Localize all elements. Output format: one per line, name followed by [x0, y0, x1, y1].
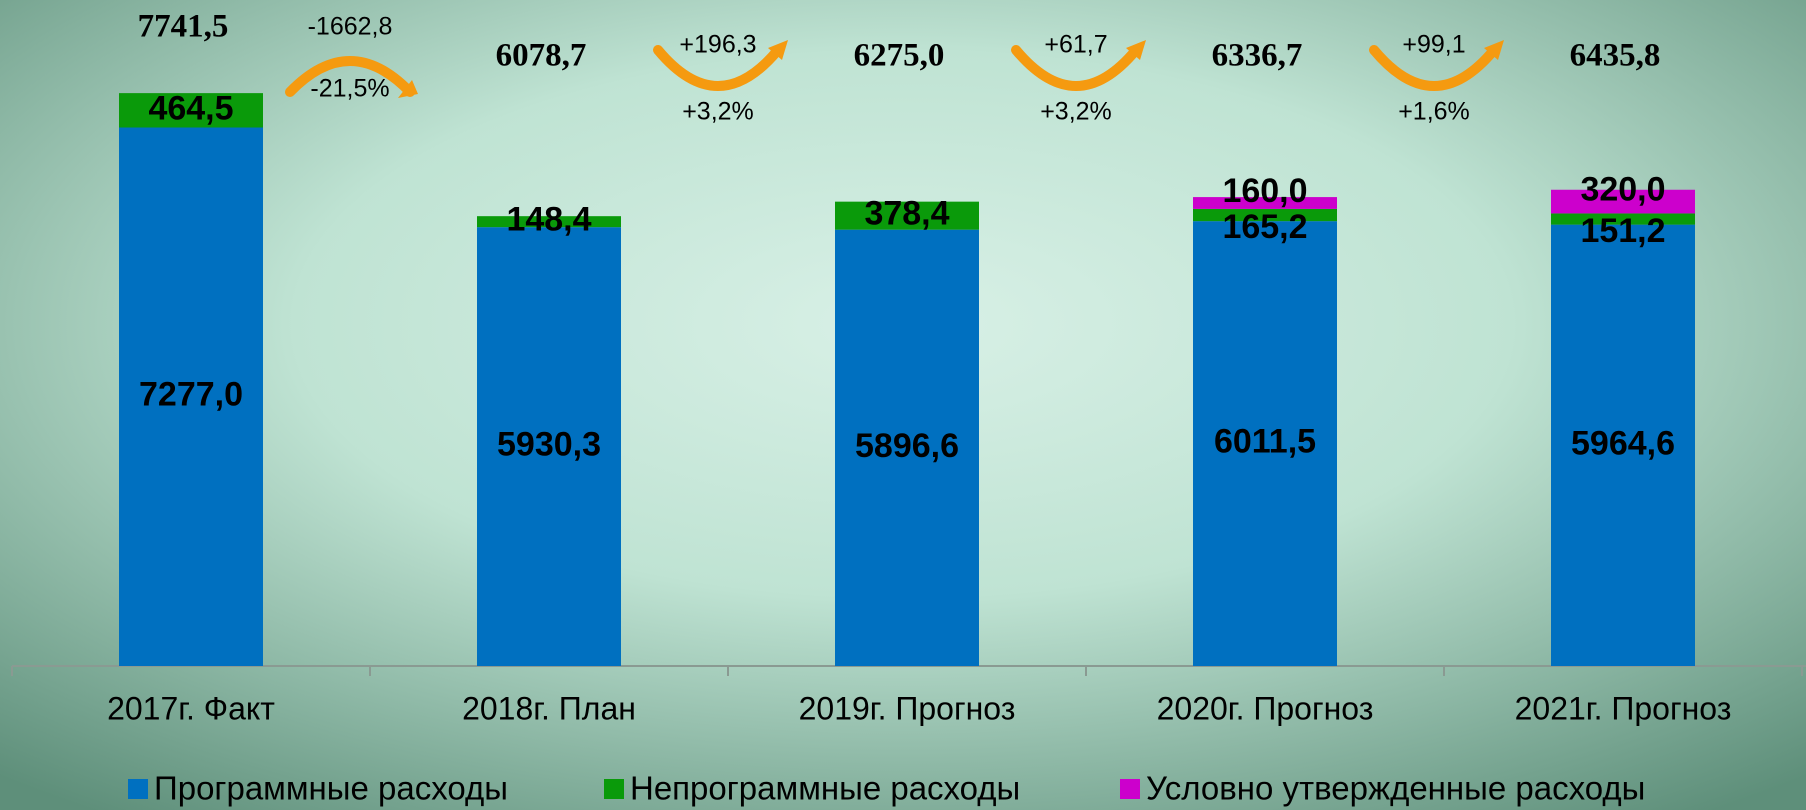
legend-swatch — [604, 779, 624, 799]
arrow-head — [1126, 40, 1146, 60]
bar-segment — [1551, 189, 1695, 214]
legend-swatch — [128, 779, 148, 799]
value-label: 464,5 — [148, 89, 233, 127]
arrow-head — [398, 80, 418, 98]
change-percent: +3,2% — [682, 98, 754, 126]
bar-segment — [119, 93, 263, 128]
value-label: 165,2 — [1222, 208, 1307, 246]
legend-label: Непрограммные расходы — [630, 770, 1020, 807]
total-label: 6435,8 — [1570, 38, 1661, 74]
arrow-head — [768, 40, 788, 60]
value-label: 320,0 — [1580, 171, 1665, 209]
change-percent: +3,2% — [1040, 98, 1112, 126]
x-tick-label: 2020г. Прогноз — [1157, 690, 1374, 726]
bar-segment — [477, 227, 621, 666]
total-label: 7741,5 — [138, 9, 229, 45]
value-label: 148,4 — [506, 201, 591, 239]
change-arrow — [1011, 45, 1141, 91]
legend-label: Условно утвержденные расходы — [1146, 770, 1645, 807]
total-label: 6336,7 — [1212, 38, 1303, 74]
bar-segment — [1193, 197, 1337, 209]
change-delta: +196,3 — [679, 31, 756, 59]
change-percent: +1,6% — [1398, 98, 1470, 126]
value-label: 5930,3 — [497, 426, 601, 464]
value-label: 6011,5 — [1214, 423, 1316, 461]
change-delta: +99,1 — [1402, 31, 1465, 59]
bar-segment — [1193, 208, 1337, 222]
value-label: 5896,6 — [855, 427, 959, 465]
change-arrow — [653, 45, 783, 91]
total-label: 6275,0 — [854, 38, 945, 74]
change-delta: -1662,8 — [308, 13, 393, 41]
bar-segment — [1551, 224, 1695, 666]
legend-label: Программные расходы — [154, 770, 508, 807]
bar-segment — [1193, 221, 1337, 667]
bar-segment — [1551, 213, 1695, 225]
value-label: 378,4 — [864, 195, 949, 233]
legend-swatch — [1120, 779, 1140, 799]
bar-segment — [835, 229, 979, 666]
bar-segment — [477, 216, 621, 228]
change-percent: -21,5% — [310, 75, 389, 103]
value-label: 151,2 — [1580, 212, 1665, 250]
change-arrow — [285, 56, 415, 97]
total-label: 6078,7 — [496, 38, 587, 74]
bar-segment — [119, 127, 263, 666]
change-arrow — [1369, 45, 1499, 91]
x-tick-label: 2021г. Прогноз — [1515, 690, 1732, 726]
value-label: 7277,0 — [139, 376, 243, 414]
x-tick-label: 2017г. Факт — [107, 690, 275, 726]
x-tick-label: 2018г. План — [462, 690, 636, 726]
x-tick-label: 2019г. Прогноз — [799, 690, 1016, 726]
change-delta: +61,7 — [1044, 31, 1107, 59]
value-label: 5964,6 — [1571, 424, 1675, 462]
arrow-head — [1484, 40, 1504, 60]
bar-segment — [835, 201, 979, 230]
value-label: 160,0 — [1222, 172, 1307, 210]
